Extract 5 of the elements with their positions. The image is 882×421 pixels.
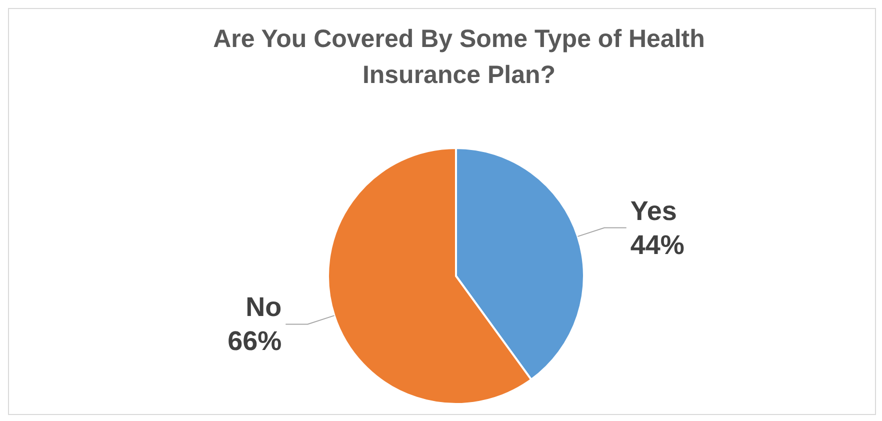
data-label: 66% [228, 326, 282, 356]
slice-label: Yes [630, 196, 677, 226]
data-label: 44% [630, 230, 684, 260]
chart-title: Are You Covered By Some Type of Health Insurance Plan? [212, 24, 706, 91]
slice-label: No [246, 292, 282, 322]
